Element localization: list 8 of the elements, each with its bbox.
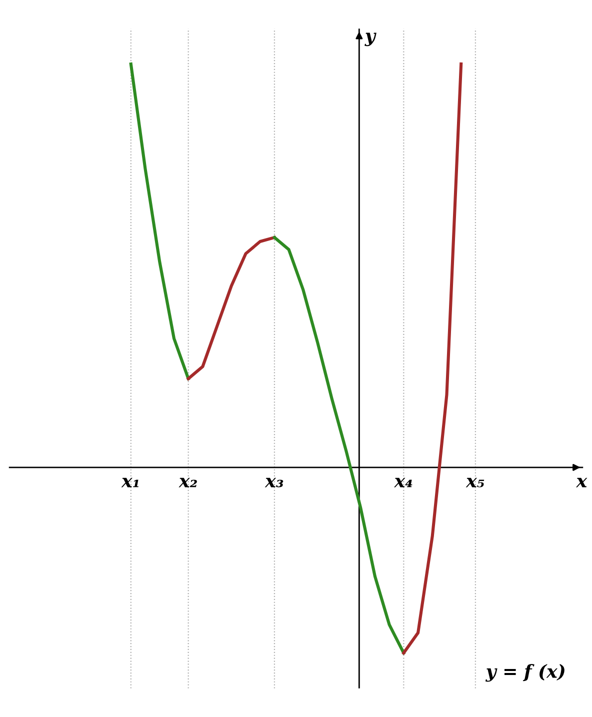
x-axis-title: x [576, 478, 588, 488]
x-tick-label: x₁ [121, 478, 138, 488]
x-tick-label: x₄ [394, 478, 412, 488]
x-tick-label: x₂ [178, 478, 197, 488]
text: y = f (x) [485, 664, 564, 682]
x-tick-label: x₃ [264, 478, 284, 488]
x-tick-label: x₅ [466, 478, 484, 488]
y-axis-title: y [364, 32, 376, 46]
